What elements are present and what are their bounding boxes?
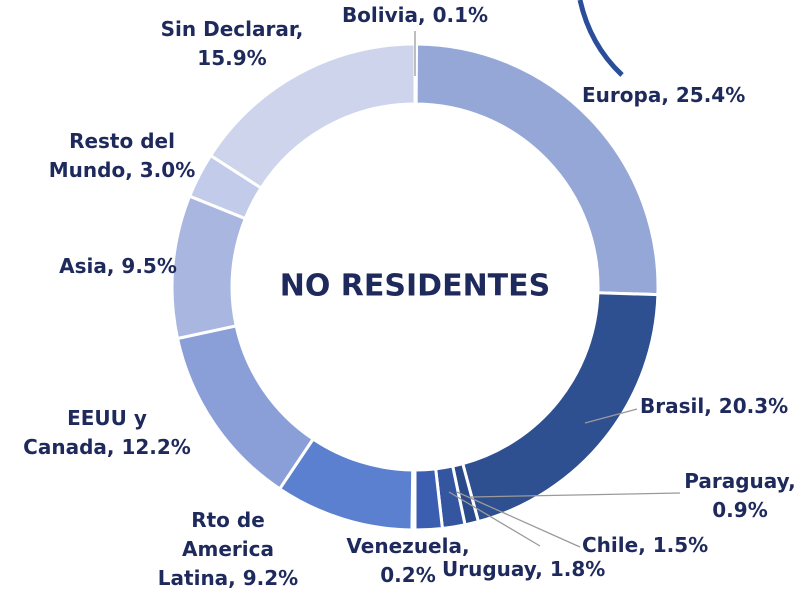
data-label: Brasil, 20.3% bbox=[640, 394, 788, 418]
data-label: EEUU y Canada, 12.2% bbox=[23, 406, 191, 459]
data-label-line: 15.9% bbox=[197, 46, 266, 70]
leader-line bbox=[456, 491, 581, 548]
data-label-line: Mundo, 3.0% bbox=[49, 158, 195, 182]
data-label-line: Venezuela, bbox=[346, 534, 469, 558]
data-label: Bolivia, 0.1% bbox=[342, 3, 488, 27]
data-label: Europa, 25.4% bbox=[582, 83, 745, 107]
data-label-line: Chile, 1.5% bbox=[582, 533, 708, 557]
data-label-line: Canada, 12.2% bbox=[23, 435, 191, 459]
chart-title: NO RESIDENTES bbox=[280, 269, 550, 304]
data-label: Sin Declarar, 15.9% bbox=[161, 17, 304, 70]
data-label: Uruguay, 1.8% bbox=[442, 557, 605, 581]
data-label: Resto del Mundo, 3.0% bbox=[49, 129, 195, 182]
data-label-line: Bolivia, 0.1% bbox=[342, 3, 488, 27]
data-label-line: America bbox=[182, 537, 274, 561]
data-label: Paraguay, 0.9% bbox=[684, 469, 796, 522]
data-label-line: Latina, 9.2% bbox=[158, 566, 298, 590]
data-label-line: Paraguay, bbox=[684, 469, 796, 493]
data-label-line: Uruguay, 1.8% bbox=[442, 557, 605, 581]
donut-segment bbox=[170, 194, 248, 341]
data-label-line: Brasil, 20.3% bbox=[640, 394, 788, 418]
data-label-line: EEUU y bbox=[67, 406, 147, 430]
data-label: Chile, 1.5% bbox=[582, 533, 708, 557]
leader-line bbox=[448, 491, 541, 547]
donut-segment bbox=[460, 291, 660, 524]
data-label-line: 0.2% bbox=[380, 563, 435, 587]
data-label: Asia, 9.5% bbox=[59, 254, 177, 278]
data-label-line: Sin Declarar, bbox=[161, 17, 304, 41]
data-label-line: Rto de bbox=[191, 508, 265, 532]
donut-segment bbox=[175, 324, 316, 491]
data-label: Rto de America Latina, 9.2% bbox=[158, 508, 298, 590]
decoration-arc bbox=[577, 0, 624, 77]
data-label-line: 0.9% bbox=[712, 498, 767, 522]
data-label: Venezuela, 0.2% bbox=[346, 534, 469, 587]
data-label-line: Europa, 25.4% bbox=[582, 83, 745, 107]
leader-line bbox=[469, 492, 681, 498]
leader-line bbox=[584, 408, 638, 424]
donut-segment bbox=[414, 42, 660, 297]
data-label-line: Asia, 9.5% bbox=[59, 254, 177, 278]
data-label-line: Resto del bbox=[69, 129, 175, 153]
